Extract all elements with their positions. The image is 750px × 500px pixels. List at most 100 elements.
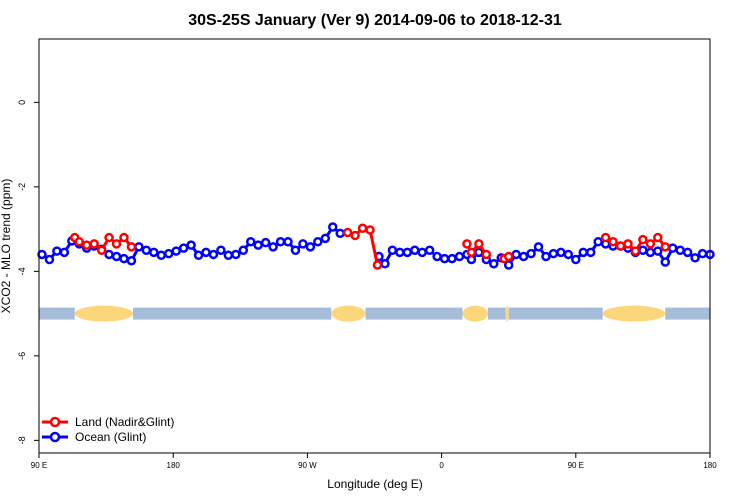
band-land-segment <box>462 305 488 322</box>
ocean-data-point <box>454 251 465 262</box>
land-data-point <box>653 232 663 243</box>
ocean-data-point <box>37 249 47 260</box>
y-tick-label: -4 <box>17 267 27 275</box>
ocean-data-point <box>682 247 693 258</box>
ocean-data-point <box>59 247 70 258</box>
ocean-data-point <box>578 247 589 258</box>
ocean-data-point <box>503 260 514 270</box>
band-ocean-segment <box>665 307 710 320</box>
band-land-segment <box>505 305 509 322</box>
land-data-point <box>474 239 484 249</box>
land-data-point <box>615 241 626 251</box>
ocean-data-point <box>638 245 648 255</box>
ocean-data-point <box>260 237 271 248</box>
land-data-point <box>126 242 137 252</box>
y-tick-label: 0 <box>17 100 27 105</box>
land-data-point <box>660 242 671 252</box>
band-ocean-segment <box>365 307 463 320</box>
ocean-data-point <box>533 242 544 252</box>
ocean-data-point <box>231 249 241 260</box>
ocean-data-point <box>253 240 263 250</box>
plot-frame <box>38 38 711 454</box>
ocean-data-point <box>313 237 323 247</box>
band-land-segment <box>602 305 666 322</box>
ocean-data-point <box>447 253 457 264</box>
ocean-data-point <box>690 253 700 263</box>
land-data-point <box>365 225 375 235</box>
ocean-data-point <box>163 248 174 259</box>
ocean-data-point <box>439 253 450 264</box>
legend-marker <box>49 431 61 443</box>
land-data-point <box>503 251 514 262</box>
band-ocean-segment <box>39 307 75 320</box>
land-data-point <box>372 260 383 270</box>
y-tick-label: -8 <box>17 436 27 444</box>
ocean-data-point <box>556 247 566 258</box>
ocean-data-point <box>52 246 62 256</box>
x-tick-label: 0 <box>439 461 444 470</box>
land-data-point <box>104 232 114 243</box>
ocean-data-point <box>305 242 316 252</box>
land-data-point <box>481 249 492 260</box>
x-tick-label: 180 <box>167 461 181 470</box>
x-tick-label: 90 W <box>298 461 317 470</box>
ocean-data-point <box>156 250 167 261</box>
land-data-point <box>89 239 99 249</box>
land-data-point <box>466 247 477 258</box>
band-ocean-segment <box>132 307 332 320</box>
land-data-point <box>342 227 353 238</box>
ocean-data-point <box>402 247 413 258</box>
land-data-point <box>111 239 122 249</box>
ocean-data-point <box>395 247 405 258</box>
surface-type-band <box>39 305 710 322</box>
ocean-data-point <box>193 250 204 261</box>
ocean-data-point <box>178 243 189 253</box>
ocean-data-point <box>216 245 226 255</box>
x-axis: 90 E 180 90 W 0 90 E 180 <box>31 453 717 470</box>
y-tick-label: -2 <box>17 183 27 191</box>
ocean-data-point <box>327 222 338 232</box>
ocean-data-point <box>571 254 581 265</box>
ocean-data-point <box>675 245 685 255</box>
ocean-data-point <box>268 242 278 252</box>
land-data-point <box>96 245 107 255</box>
land-data-point <box>119 232 129 243</box>
legend-marker <box>49 416 61 428</box>
ocean-data-point <box>387 245 398 255</box>
ocean-data-point <box>290 245 301 255</box>
ocean-data-point <box>141 245 152 255</box>
ocean-data-point <box>541 251 551 262</box>
land-data-point <box>608 237 618 247</box>
chart-title: 30S-25S January (Ver 9) 2014-09-06 to 20… <box>188 12 562 29</box>
ocean-data-point <box>432 251 442 262</box>
ocean-data-point <box>149 247 159 258</box>
land-data-point <box>350 230 360 241</box>
land-data-point <box>638 234 648 245</box>
ocean-data-point <box>223 250 234 261</box>
ocean-data-point <box>335 228 345 239</box>
x-tick-label: 90 E <box>31 461 47 470</box>
x-tick-label: 180 <box>703 461 717 470</box>
land-data-point <box>81 240 92 250</box>
legend-label: Land (Nadir&Glint) <box>75 415 174 429</box>
ocean-data-point <box>518 251 529 262</box>
ocean-data-point <box>489 258 499 269</box>
y-axis: 0 -2 -4 -6 -8 <box>17 100 39 444</box>
land-data-point <box>623 239 633 249</box>
ocean-data-point <box>44 254 55 265</box>
ocean-data-point <box>126 256 137 266</box>
ocean-data-point <box>186 240 196 250</box>
ocean-data-point <box>283 237 293 247</box>
ocean-data-point <box>424 245 435 255</box>
ocean-data-point <box>245 237 256 247</box>
ocean-data-point <box>104 249 114 260</box>
ocean-data-point <box>667 243 678 253</box>
land-data-point <box>357 223 368 234</box>
series-layer <box>37 222 715 270</box>
ocean-data-point <box>380 258 390 269</box>
y-tick-label: -6 <box>17 352 27 360</box>
ocean-data-point <box>208 249 219 260</box>
ocean-data-point <box>134 242 144 252</box>
ocean-data-point <box>238 245 249 255</box>
